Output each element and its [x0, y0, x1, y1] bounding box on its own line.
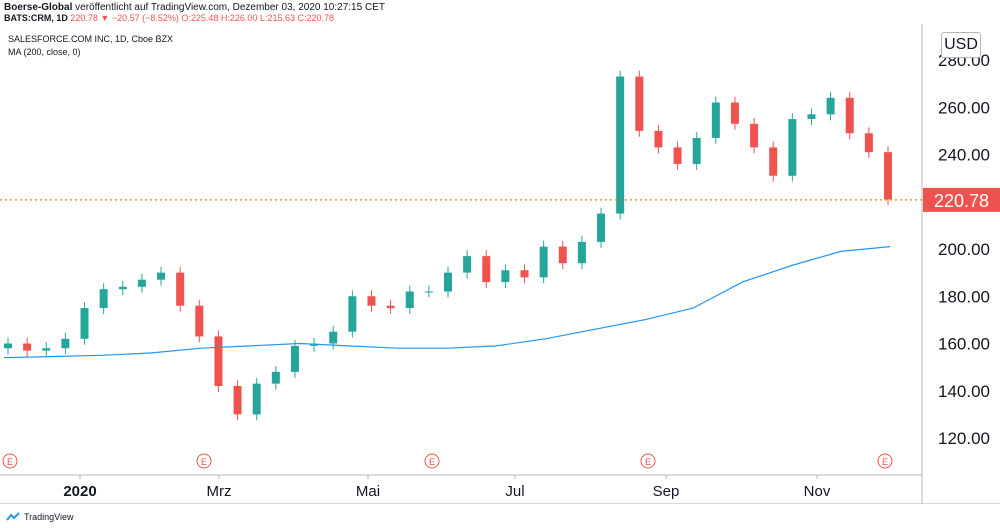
candle-body [348, 296, 357, 332]
candle-body [826, 97, 835, 115]
candle-body [654, 130, 663, 148]
candle-body [444, 272, 452, 292]
header-bar: Boerse-Global veröffentlicht auf Trading… [0, 0, 1000, 23]
candle-body [61, 338, 70, 349]
candle-body [577, 241, 586, 264]
publish-info: Boerse-Global veröffentlicht auf Trading… [4, 2, 385, 13]
x-tick-label: Sep [653, 483, 680, 500]
candle-body [769, 147, 778, 176]
candle-body [4, 343, 12, 349]
candle-body [864, 133, 873, 153]
earnings-label: E [201, 457, 207, 467]
y-tick-label: 180.00 [938, 287, 990, 306]
y-tick-label: 120.00 [938, 429, 990, 448]
candle-body [501, 270, 510, 283]
candle-body [329, 331, 338, 344]
last-price-badge [923, 187, 1000, 212]
candle-body [673, 147, 682, 164]
y-tick-label: 260.00 [938, 98, 990, 117]
candle-body [845, 97, 854, 134]
candle-body [405, 291, 414, 309]
candle-body [80, 308, 89, 339]
candle-body [884, 152, 892, 200]
last-price-label: 220.78 [934, 191, 989, 211]
earnings-label: E [429, 457, 435, 467]
published-text: veröffentlicht auf TradingView.com, Deze… [75, 2, 385, 13]
candle-body [788, 119, 797, 176]
candle-body [290, 345, 299, 372]
candle-body [692, 137, 701, 164]
candle-body [424, 291, 433, 293]
candle-body [539, 246, 548, 278]
candle-body [482, 256, 491, 283]
x-tick-label: Mrz [207, 483, 232, 500]
x-tick-label: Mai [356, 483, 380, 500]
publisher-name: Boerse-Global [4, 2, 73, 13]
y-tick-label: 200.00 [938, 240, 990, 259]
candle-body [711, 102, 720, 138]
candle-body [233, 386, 242, 415]
tradingview-logo-icon [6, 512, 20, 521]
chart-legend: SALESFORCE.COM INC, 1D, Cboe BZX MA (200… [8, 33, 173, 59]
candle-body [807, 114, 816, 120]
candle-body [597, 213, 606, 242]
y-tick-label: 140.00 [938, 382, 990, 401]
candle-body [99, 289, 108, 309]
candle-body [137, 279, 146, 287]
tradingview-brand: TradingView [6, 512, 74, 522]
earnings-marker [640, 453, 656, 469]
candle-body [730, 102, 739, 124]
candle-body [520, 270, 529, 278]
candle-body [252, 383, 261, 415]
candle-body [271, 371, 280, 384]
x-tick-label: Nov [804, 483, 831, 500]
candle-body [750, 123, 759, 148]
y-tick-label: 160.00 [938, 335, 990, 354]
footer: TradingView [0, 508, 1000, 528]
symbol-label: BATS:CRM, 1D [4, 13, 68, 23]
ohlc-values: O:225.48 H:226.00 L:215.63 C:220.78 [181, 13, 335, 23]
ma200-line [3, 246, 891, 359]
earnings-marker [424, 453, 440, 469]
currency-button[interactable]: USD [941, 32, 981, 58]
candle-body [214, 336, 223, 387]
x-tick-label: 2020 [63, 483, 96, 500]
legend-indicator: MA (200, close, 0) [8, 47, 81, 57]
candle-body [386, 305, 395, 309]
x-tick-label: Jul [505, 483, 524, 500]
earnings-label: E [645, 457, 651, 467]
last-price: 220.78 [70, 13, 98, 23]
earnings-marker [877, 453, 893, 469]
candle-body [157, 272, 166, 280]
candle-body [558, 246, 567, 264]
legend-title: SALESFORCE.COM INC, 1D, Cboe BZX [8, 34, 174, 44]
candle-body [118, 286, 127, 290]
price-chart[interactable]: 280.00260.00240.00200.00180.00160.00140.… [0, 24, 1000, 504]
candle-body [635, 76, 644, 131]
candle-body [42, 348, 51, 351]
price-change: ▼ −20.57 (−8.52%) [100, 13, 179, 23]
candle-body [195, 305, 204, 337]
candle-body [616, 76, 625, 214]
candle-body [367, 296, 376, 306]
earnings-label: E [7, 457, 13, 467]
brand-label: TradingView [24, 512, 74, 522]
earnings-marker [196, 453, 212, 469]
symbol-info: BATS:CRM, 1D 220.78 ▼ −20.57 (−8.52%) O:… [4, 13, 334, 23]
earnings-marker [2, 453, 18, 469]
candle-body [176, 272, 185, 306]
candle-body [23, 343, 32, 351]
y-tick-label: 240.00 [938, 146, 990, 165]
candle-body [463, 256, 472, 273]
earnings-label: E [882, 457, 888, 467]
